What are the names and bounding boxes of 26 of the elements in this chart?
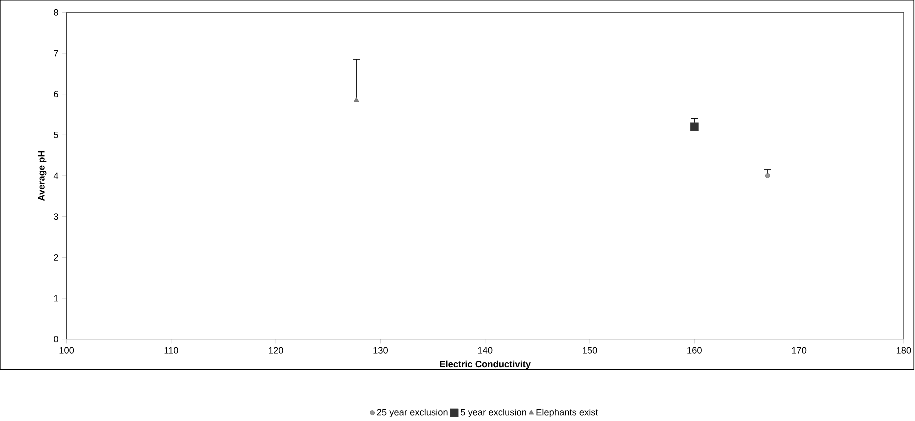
- x-tick-label: 170: [792, 347, 807, 354]
- x-tick-label: 120: [269, 347, 284, 354]
- legend-label: 5 year exclusion: [460, 408, 526, 418]
- y-tick-label: 4: [54, 172, 59, 180]
- legend-label: Elephants exist: [536, 408, 598, 418]
- x-tick-label: 150: [583, 347, 598, 354]
- y-tick-label: 6: [54, 90, 58, 98]
- y-tick-label: 8: [54, 9, 58, 16]
- point: [690, 122, 699, 132]
- point: [765, 173, 770, 178]
- legend-label: 25 year exclusion: [377, 408, 448, 418]
- x-tick-label: 100: [60, 347, 74, 354]
- y-tick-label: 0: [54, 336, 58, 342]
- y-tick-label: 1: [54, 295, 58, 302]
- y-axis-title: Average pH: [38, 151, 47, 202]
- x-tick-label: 130: [374, 347, 388, 354]
- y-tick-label: 3: [54, 213, 58, 220]
- x-axis-title: Electric Conductivity: [440, 360, 531, 370]
- y-tick-label: 5: [54, 132, 58, 138]
- y-tick-label: 2: [54, 254, 58, 261]
- x-tick-label: 160: [688, 347, 702, 354]
- y-tick-label: 7: [54, 50, 58, 57]
- x-tick-label: 110: [164, 347, 178, 354]
- x-tick-label: 180: [896, 347, 912, 354]
- point: [354, 97, 360, 102]
- x-tick-label: 140: [478, 347, 493, 354]
